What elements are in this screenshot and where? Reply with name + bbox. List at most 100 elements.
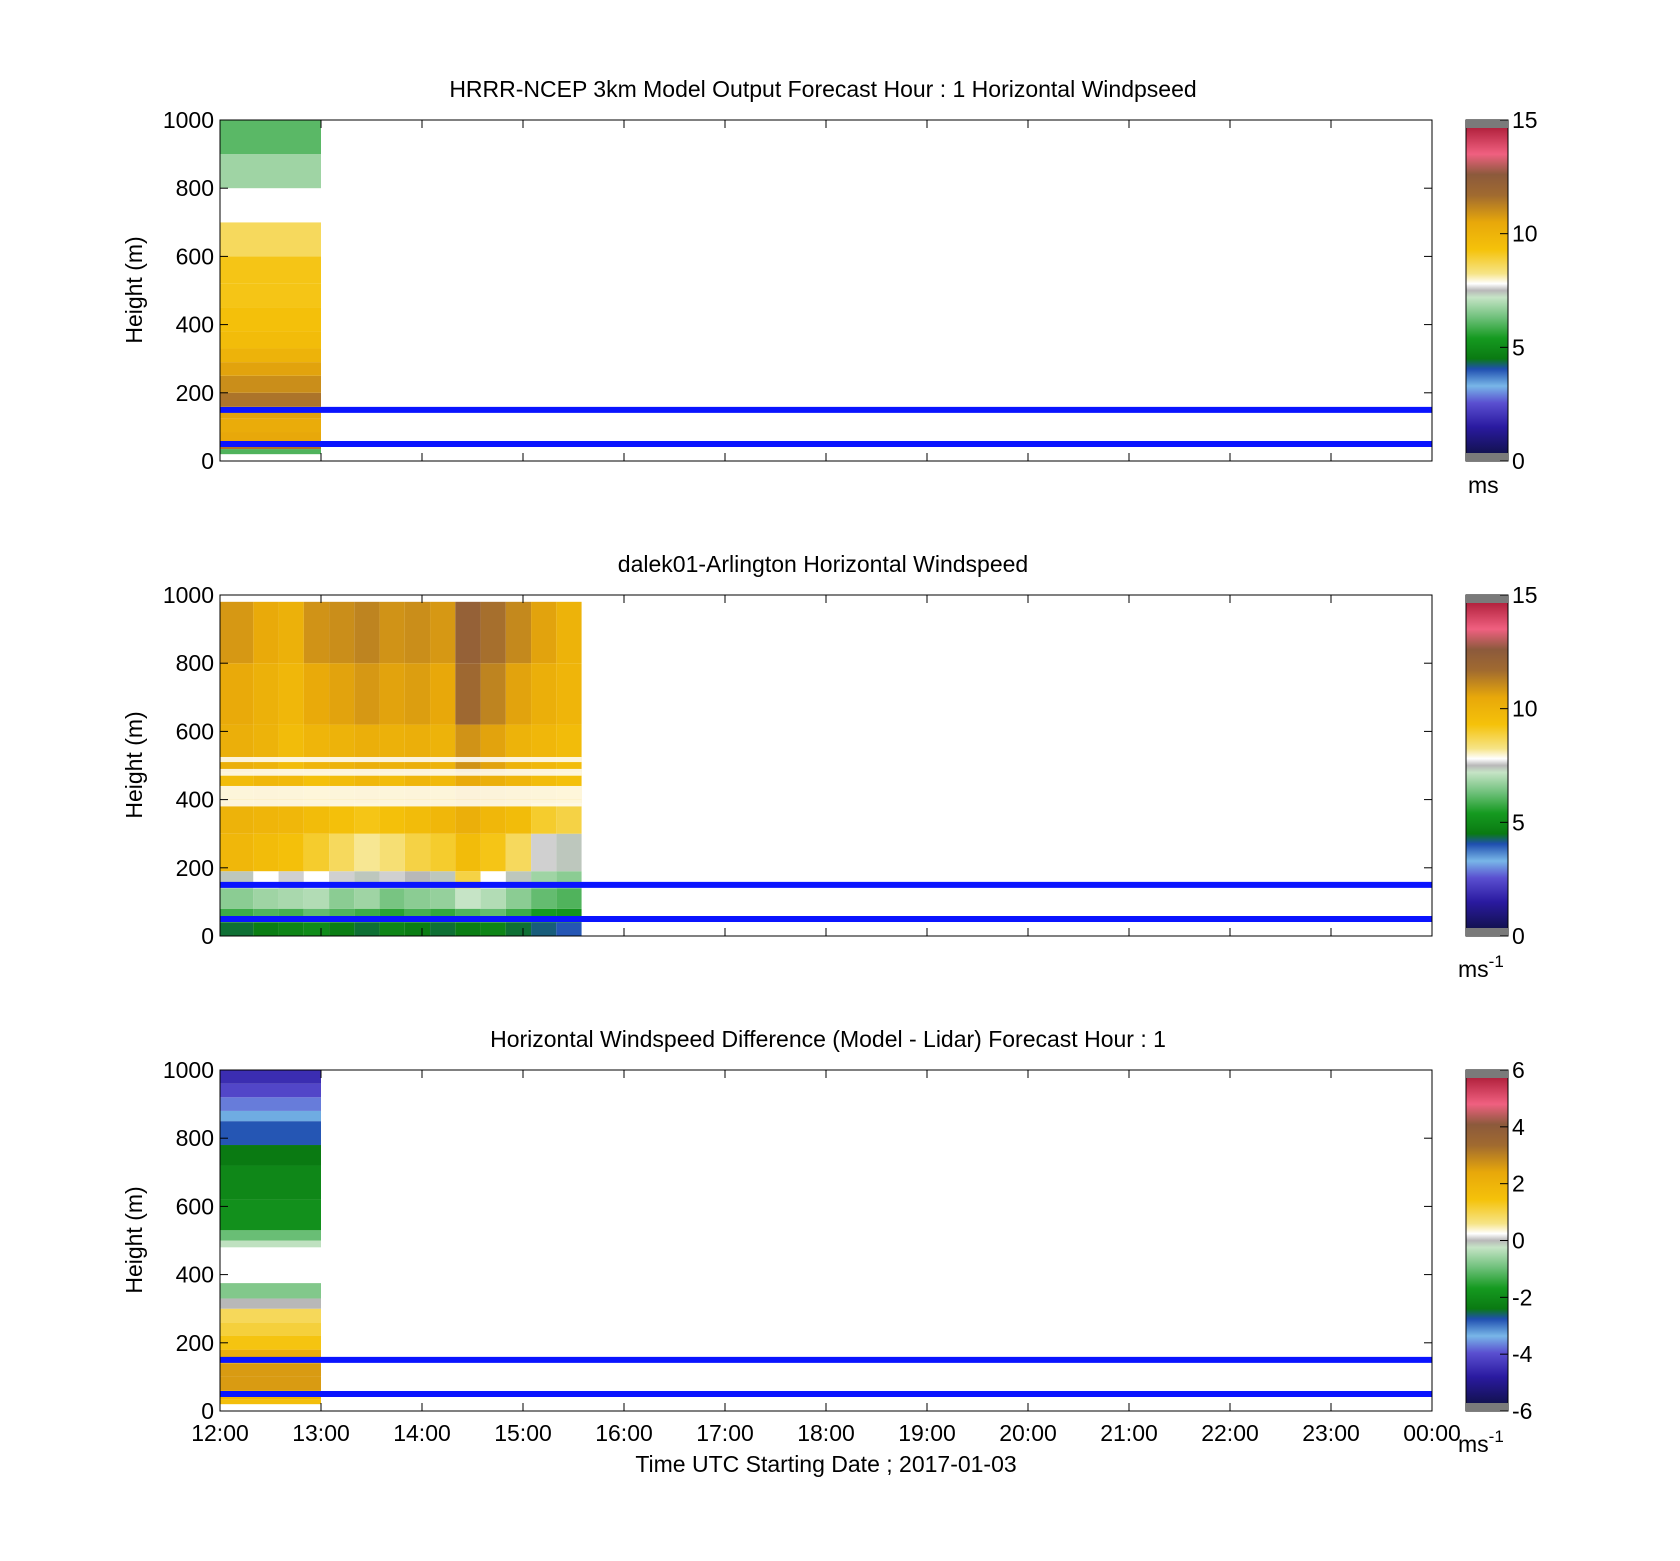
panel-lidar-cell — [278, 601, 304, 664]
panel-difference-reflines — [220, 1356, 1432, 1397]
panel-lidar-cell — [556, 803, 582, 834]
colorbar-tick-label: 0 — [1512, 923, 1525, 949]
panel-lidar-cell — [278, 888, 304, 909]
panel-lidar-cell — [354, 663, 380, 725]
panel-difference-cells — [220, 1070, 321, 1405]
panel-difference-colorbar: -6 -4 -2 0 2 4 6 ms-1 — [1458, 1057, 1533, 1457]
y-tick-label: 1000 — [163, 1057, 214, 1083]
panel-difference-cell — [220, 1165, 321, 1200]
panel-difference-cell — [220, 1121, 321, 1146]
panel-lidar-cell — [404, 601, 431, 664]
panel-model-colorbar-unit: ms — [1468, 472, 1499, 498]
panel-lidar-cell — [480, 888, 506, 909]
panel-lidar-cell — [354, 833, 380, 872]
panel-difference-cell — [220, 1399, 321, 1405]
panel-lidar-colorbar-unit: ms-1 — [1458, 952, 1504, 982]
panel-lidar-cell — [329, 922, 355, 936]
panel-difference-yticks: 0 200 400 600 800 1000 — [163, 1057, 1432, 1424]
panel-lidar-cell — [404, 663, 431, 725]
colorbar-tick-label: -6 — [1512, 1398, 1532, 1424]
panel-lidar-cell — [303, 724, 330, 773]
y-tick-label: 1000 — [163, 582, 214, 608]
panel-lidar-cell — [505, 601, 532, 664]
panel-model-cell — [220, 188, 321, 223]
x-tick-label: 13:00 — [292, 1420, 350, 1446]
x-tick-label: 22:00 — [1201, 1420, 1259, 1446]
panel-difference-title: Horizontal Windspeed Difference (Model -… — [490, 1026, 1166, 1052]
panel-lidar-cell — [531, 833, 557, 872]
panel-model-cell — [220, 432, 321, 443]
panel-lidar-cell — [303, 922, 330, 936]
panel-lidar-cell — [303, 663, 330, 725]
panel-model-cell — [220, 348, 321, 363]
panel-lidar-cell — [253, 803, 279, 834]
panel-lidar-cell — [430, 803, 456, 834]
x-tick-label: 19:00 — [898, 1420, 956, 1446]
panel-lidar-cell — [329, 663, 355, 725]
panel-lidar-cell — [455, 724, 481, 773]
colorbar-tick-label: 10 — [1512, 696, 1538, 722]
panel-lidar-cell — [278, 922, 304, 936]
panel-lidar-yticks: 0 200 400 600 800 1000 — [163, 582, 1432, 949]
y-tick-label: 0 — [201, 923, 214, 949]
panel-model-cell — [220, 307, 321, 332]
panel-lidar-cell — [253, 601, 279, 664]
panel-difference-cell — [220, 1283, 321, 1299]
panel-lidar-cell — [329, 724, 355, 773]
y-tick-label: 200 — [176, 1330, 214, 1356]
panel-lidar-cell — [480, 922, 506, 936]
panel-lidar-cell — [531, 601, 557, 664]
panel-lidar-missing-gap — [220, 799, 582, 807]
panel-lidar-cell — [404, 724, 431, 773]
panel-difference-cell — [220, 1335, 321, 1350]
panel-model-yticks: 0 200 400 600 800 1000 — [163, 107, 1432, 474]
panel-lidar-cell — [253, 663, 279, 725]
colorbar-tick-label: 0 — [1512, 448, 1525, 474]
x-tick-label: 21:00 — [1100, 1420, 1158, 1446]
panel-lidar-cell — [354, 888, 380, 909]
panel-lidar-cell — [253, 922, 279, 936]
panel-lidar-cell — [303, 803, 330, 834]
panel-lidar-missing-gap — [220, 756, 582, 763]
panel-lidar-cell — [303, 888, 330, 909]
x-tick-labels: 12:00 13:00 14:00 15:00 16:00 17:00 18:00 19:00… — [191, 1420, 1461, 1446]
panel-difference-cell — [220, 1376, 321, 1391]
panel-lidar-cell — [404, 803, 431, 834]
panel-lidar-xticks — [219, 595, 1433, 936]
panel-lidar-cell — [379, 724, 405, 773]
panel-lidar-cell — [404, 833, 431, 872]
colorbar-tick-label: 6 — [1512, 1057, 1525, 1083]
panel-lidar-cell — [556, 833, 582, 872]
panel-lidar-cell — [354, 601, 380, 664]
panel-lidar-cell — [480, 724, 506, 773]
panel-lidar-cells — [220, 601, 582, 936]
panel-lidar-cell — [430, 601, 456, 664]
panel-model: HRRR-NCEP 3km Model Output Forecast Hour… — [121, 76, 1538, 498]
panel-model-cell — [220, 256, 321, 284]
colorbar-tick-label: 15 — [1512, 107, 1538, 133]
panel-model-xticks — [219, 120, 1433, 461]
panel-model-cell — [220, 392, 321, 407]
y-tick-label: 0 — [201, 1398, 214, 1424]
y-tick-label: 800 — [176, 650, 214, 676]
y-tick-label: 800 — [176, 1125, 214, 1151]
panel-lidar-cell — [531, 888, 557, 909]
y-tick-label: 600 — [176, 243, 214, 269]
panel-difference-cell — [220, 1308, 321, 1323]
panel-lidar-cell — [278, 663, 304, 725]
x-tick-label: 23:00 — [1302, 1420, 1360, 1446]
panel-lidar-cell — [354, 724, 380, 773]
panel-lidar-cell — [379, 833, 405, 872]
y-tick-label: 200 — [176, 380, 214, 406]
panel-lidar-missing-gap — [220, 785, 582, 800]
panel-lidar-cell — [556, 663, 582, 725]
panel-model-cell — [220, 331, 321, 349]
panel-model-ylabel: Height (m) — [121, 236, 147, 343]
panel-difference-cell — [220, 1240, 321, 1248]
panel-lidar-title: dalek01-Arlington Horizontal Windspeed — [618, 551, 1028, 577]
panel-lidar-cell — [379, 922, 405, 936]
panel-lidar-cell — [505, 833, 532, 872]
panel-lidar-reflines — [220, 881, 1432, 922]
panel-lidar-cell — [455, 833, 481, 872]
panel-lidar-cell — [430, 724, 456, 773]
